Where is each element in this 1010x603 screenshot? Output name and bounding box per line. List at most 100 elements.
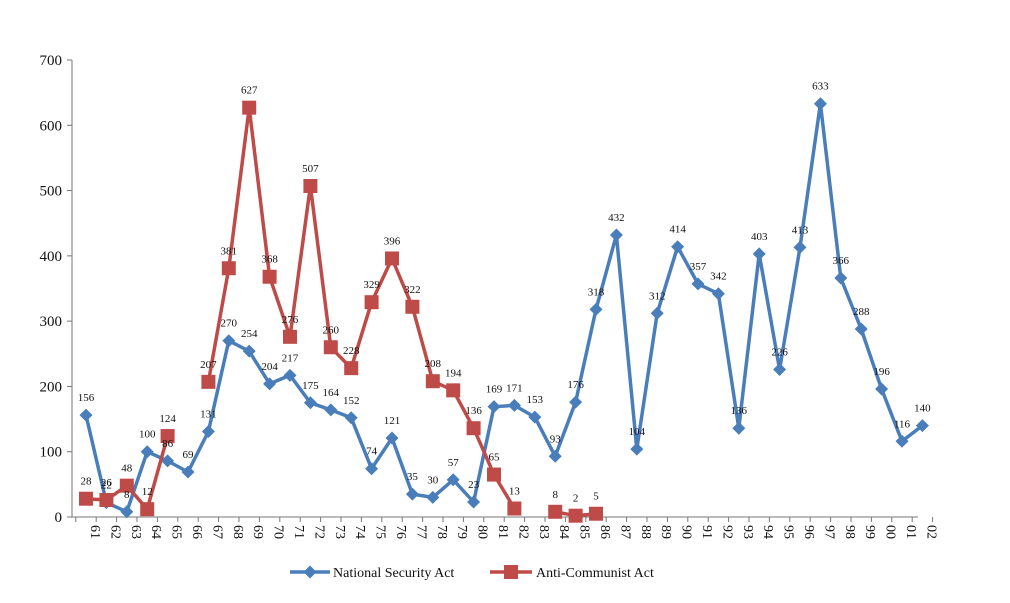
series-anti-communist-act <box>79 100 603 523</box>
x-tick-label: 81 <box>495 525 510 539</box>
data-label: 312 <box>649 290 666 302</box>
data-point <box>283 368 297 382</box>
y-tick-label: 200 <box>40 379 63 395</box>
x-tick-label: 99 <box>862 525 877 539</box>
x-tick-label: 63 <box>128 525 143 539</box>
data-label: 204 <box>261 361 278 373</box>
x-tick-label: 82 <box>515 525 530 539</box>
data-point <box>242 344 256 358</box>
data-label: 288 <box>853 306 870 318</box>
data-point <box>507 501 522 516</box>
x-tick-label: 93 <box>740 525 755 539</box>
data-label: 48 <box>121 463 133 475</box>
data-point <box>569 395 583 409</box>
data-point <box>79 408 93 422</box>
data-point <box>303 396 317 410</box>
data-point <box>630 442 644 456</box>
x-tick-label: 91 <box>699 525 714 539</box>
x-tick-label: 01 <box>903 525 918 539</box>
data-label: 104 <box>629 426 646 438</box>
data-point <box>732 421 746 435</box>
x-tick-label: 89 <box>658 525 673 539</box>
x-tick-label: 69 <box>250 525 265 539</box>
data-label: 140 <box>914 403 931 415</box>
x-tick-label: 78 <box>434 525 449 539</box>
data-point <box>221 261 236 276</box>
y-tick-label: 700 <box>40 53 63 69</box>
data-point <box>405 487 419 501</box>
data-point <box>405 299 420 314</box>
x-tick-label: 00 <box>883 525 898 539</box>
data-label: 403 <box>751 231 768 243</box>
x-tick-label: 71 <box>291 525 306 539</box>
data-point <box>426 490 440 504</box>
data-point <box>568 508 583 523</box>
data-label: 35 <box>407 471 419 483</box>
y-tick-label: 500 <box>40 184 63 200</box>
data-label: 171 <box>506 382 523 394</box>
data-label: 208 <box>425 358 442 370</box>
series-layer <box>79 97 929 523</box>
data-label: 207 <box>200 359 217 371</box>
x-tick-label: 86 <box>597 525 612 539</box>
data-point <box>385 431 399 445</box>
y-tick-label: 600 <box>40 118 63 134</box>
x-tick-label: 92 <box>719 525 734 539</box>
data-point <box>548 449 562 463</box>
data-label: 260 <box>323 324 340 336</box>
data-point <box>711 287 725 301</box>
data-label: 131 <box>200 408 217 420</box>
data-point <box>201 374 216 389</box>
x-tick-label: 74 <box>352 525 367 539</box>
data-point <box>160 429 175 444</box>
x-tick-label: 88 <box>638 525 653 539</box>
data-point <box>773 362 787 376</box>
x-tick-label: 83 <box>536 525 551 539</box>
data-point <box>79 491 93 506</box>
data-label: 329 <box>363 279 380 291</box>
series-national-security-act <box>79 97 929 519</box>
data-point <box>99 493 114 508</box>
x-tick-label: 70 <box>271 525 286 539</box>
data-point <box>365 462 379 476</box>
data-label: 136 <box>465 405 482 417</box>
x-tick-label: 64 <box>148 525 163 539</box>
data-label: 28 <box>81 476 93 488</box>
data-label: 23 <box>468 479 480 491</box>
x-tick-label: 73 <box>332 525 347 539</box>
legend-label: Anti-Communist Act <box>536 566 654 581</box>
data-label: 194 <box>445 367 462 379</box>
data-point <box>487 400 501 414</box>
data-point <box>528 410 542 424</box>
data-point <box>140 502 155 517</box>
data-label: 414 <box>669 224 686 236</box>
data-label: 276 <box>282 314 299 326</box>
data-label: 396 <box>384 235 401 247</box>
data-label: 627 <box>241 85 258 97</box>
x-tick-label: 65 <box>169 525 184 539</box>
x-tick-label: 72 <box>311 525 326 539</box>
data-point <box>446 473 460 487</box>
data-label: 217 <box>282 352 299 364</box>
series-line <box>84 101 924 514</box>
x-tick-label: 66 <box>189 525 204 539</box>
data-label: 153 <box>527 394 544 406</box>
data-point <box>466 421 481 436</box>
data-label: 169 <box>486 384 503 396</box>
data-point <box>446 383 461 398</box>
data-point <box>548 504 563 519</box>
data-label: 175 <box>302 380 319 392</box>
data-label: 93 <box>550 433 562 445</box>
x-tick-label: 85 <box>577 525 592 539</box>
y-tick-label: 100 <box>40 445 63 461</box>
data-point <box>915 419 929 433</box>
data-point <box>507 398 521 412</box>
x-tick-label: 97 <box>821 525 836 539</box>
data-label: 228 <box>343 345 360 357</box>
x-tick-label: 79 <box>454 525 469 539</box>
data-label: 136 <box>731 405 748 417</box>
data-point <box>650 306 664 320</box>
data-label: 8 <box>552 489 558 501</box>
data-point <box>487 467 501 482</box>
